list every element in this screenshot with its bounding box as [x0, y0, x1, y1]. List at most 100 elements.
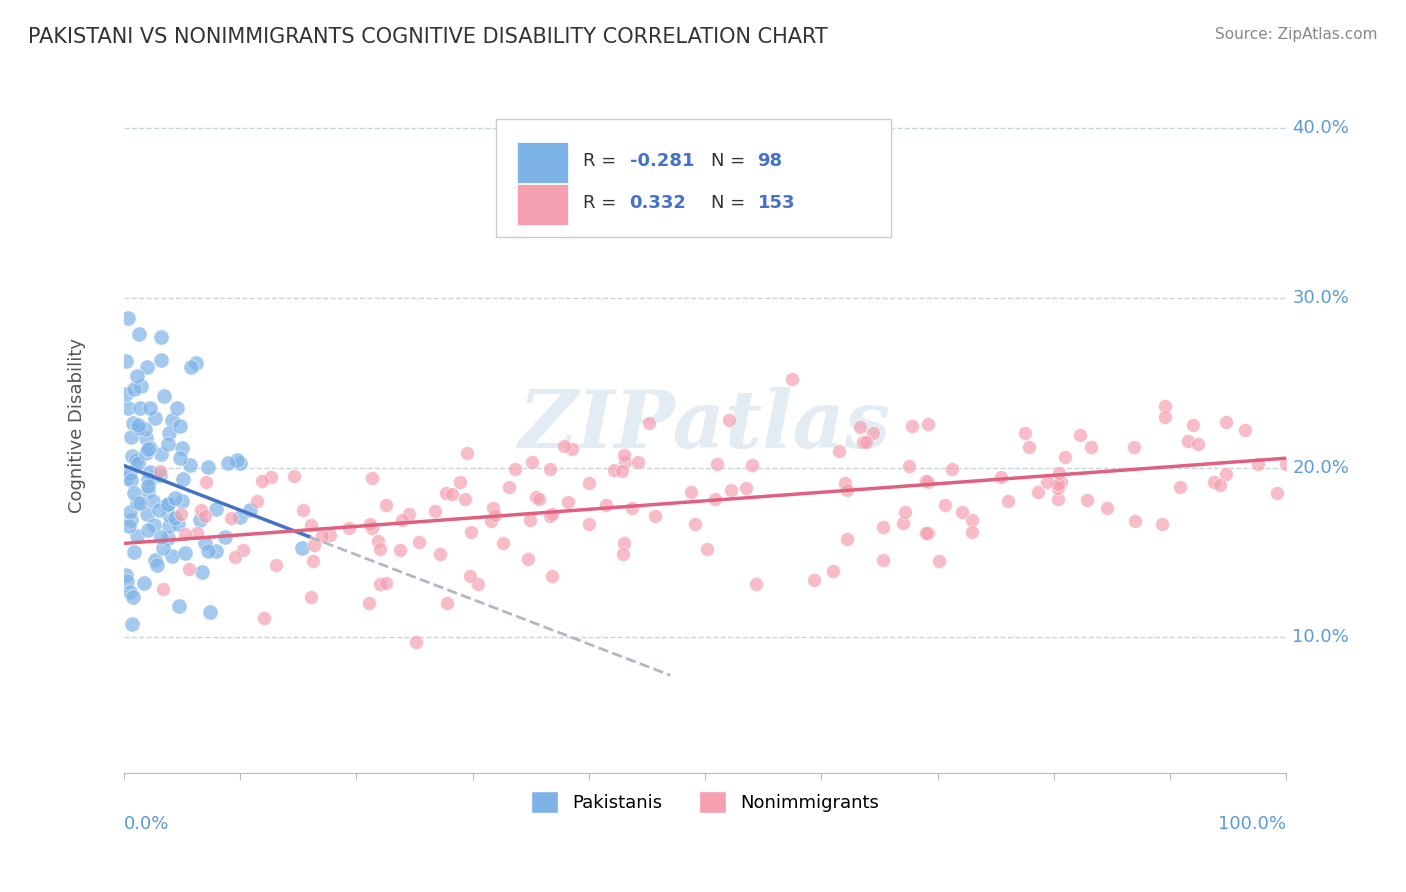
Nonimmigrants: [152, 582, 174, 596]
Pakistanis: [291, 541, 314, 555]
Nonimmigrants: [803, 574, 825, 588]
Nonimmigrants: [170, 507, 193, 521]
Nonimmigrants: [928, 554, 950, 568]
Nonimmigrants: [423, 504, 446, 518]
Text: 10.0%: 10.0%: [1292, 629, 1350, 647]
Pakistanis: [120, 466, 142, 480]
Pakistanis: [229, 456, 252, 470]
Pakistanis: [122, 485, 145, 500]
Nonimmigrants: [612, 464, 634, 478]
Nonimmigrants: [1233, 423, 1256, 437]
Nonimmigrants: [368, 541, 391, 556]
Pakistanis: [169, 450, 191, 465]
Nonimmigrants: [538, 462, 561, 476]
Pakistanis: [121, 416, 143, 430]
Pakistanis: [145, 411, 167, 425]
Nonimmigrants: [1265, 486, 1288, 500]
Nonimmigrants: [441, 487, 464, 501]
Nonimmigrants: [835, 532, 858, 546]
Pakistanis: [169, 418, 191, 433]
Pakistanis: [156, 436, 179, 450]
Pakistanis: [115, 387, 138, 401]
Nonimmigrants: [361, 471, 384, 485]
Pakistanis: [139, 441, 162, 455]
Pakistanis: [136, 479, 159, 493]
Pakistanis: [122, 383, 145, 397]
Pakistanis: [127, 417, 149, 432]
Nonimmigrants: [872, 553, 894, 567]
Nonimmigrants: [541, 569, 564, 583]
Nonimmigrants: [405, 634, 427, 648]
Nonimmigrants: [578, 517, 600, 532]
Nonimmigrants: [505, 462, 527, 476]
Text: 100.0%: 100.0%: [1219, 815, 1286, 833]
Nonimmigrants: [449, 475, 471, 489]
Nonimmigrants: [299, 590, 322, 604]
Nonimmigrants: [1049, 475, 1071, 489]
Nonimmigrants: [1014, 425, 1036, 440]
Nonimmigrants: [915, 525, 938, 540]
Nonimmigrants: [319, 527, 342, 541]
Nonimmigrants: [232, 543, 254, 558]
Pakistanis: [125, 496, 148, 510]
Nonimmigrants: [1125, 514, 1147, 528]
Nonimmigrants: [291, 503, 314, 517]
Nonimmigrants: [1047, 491, 1070, 506]
Nonimmigrants: [253, 611, 276, 625]
Nonimmigrants: [1187, 437, 1209, 451]
Nonimmigrants: [1018, 440, 1040, 454]
Nonimmigrants: [627, 455, 650, 469]
Nonimmigrants: [962, 525, 984, 540]
Nonimmigrants: [484, 508, 506, 523]
Nonimmigrants: [527, 491, 550, 506]
Pakistanis: [157, 497, 180, 511]
Pakistanis: [117, 574, 139, 589]
Pakistanis: [205, 543, 228, 558]
Nonimmigrants: [901, 419, 924, 434]
Pakistanis: [120, 430, 142, 444]
Pakistanis: [121, 590, 143, 604]
Text: Cognitive Disability: Cognitive Disability: [69, 338, 86, 513]
Text: 0.332: 0.332: [630, 194, 686, 211]
Pakistanis: [167, 599, 190, 613]
Nonimmigrants: [834, 476, 856, 491]
Nonimmigrants: [1215, 467, 1237, 482]
Nonimmigrants: [498, 480, 520, 494]
Pakistanis: [135, 446, 157, 460]
Nonimmigrants: [1275, 458, 1298, 472]
Pakistanis: [121, 449, 143, 463]
Nonimmigrants: [683, 516, 706, 531]
Nonimmigrants: [337, 521, 360, 535]
Nonimmigrants: [891, 516, 914, 531]
Pakistanis: [229, 509, 252, 524]
Nonimmigrants: [541, 507, 564, 521]
Pakistanis: [118, 585, 141, 599]
Nonimmigrants: [1026, 485, 1049, 500]
Pakistanis: [129, 401, 152, 415]
Pakistanis: [149, 530, 172, 544]
Nonimmigrants: [561, 442, 583, 456]
Pakistanis: [136, 472, 159, 486]
Nonimmigrants: [1154, 399, 1177, 413]
Nonimmigrants: [299, 518, 322, 533]
Pakistanis: [184, 356, 207, 370]
Pakistanis: [148, 502, 170, 516]
FancyBboxPatch shape: [496, 120, 891, 237]
Pakistanis: [174, 546, 197, 560]
Text: ZIPatlas: ZIPatlas: [519, 386, 891, 464]
Nonimmigrants: [388, 543, 411, 558]
Text: 30.0%: 30.0%: [1292, 289, 1350, 307]
Nonimmigrants: [741, 458, 763, 472]
Pakistanis: [191, 565, 214, 579]
Nonimmigrants: [849, 420, 872, 434]
Nonimmigrants: [408, 535, 430, 549]
Nonimmigrants: [696, 541, 718, 556]
Nonimmigrants: [194, 475, 217, 490]
Pakistanis: [163, 511, 186, 525]
Nonimmigrants: [479, 514, 502, 528]
Text: N =: N =: [711, 152, 751, 170]
Text: 153: 153: [758, 194, 794, 211]
Nonimmigrants: [855, 435, 877, 450]
Text: 20.0%: 20.0%: [1292, 458, 1350, 476]
Nonimmigrants: [186, 526, 208, 541]
